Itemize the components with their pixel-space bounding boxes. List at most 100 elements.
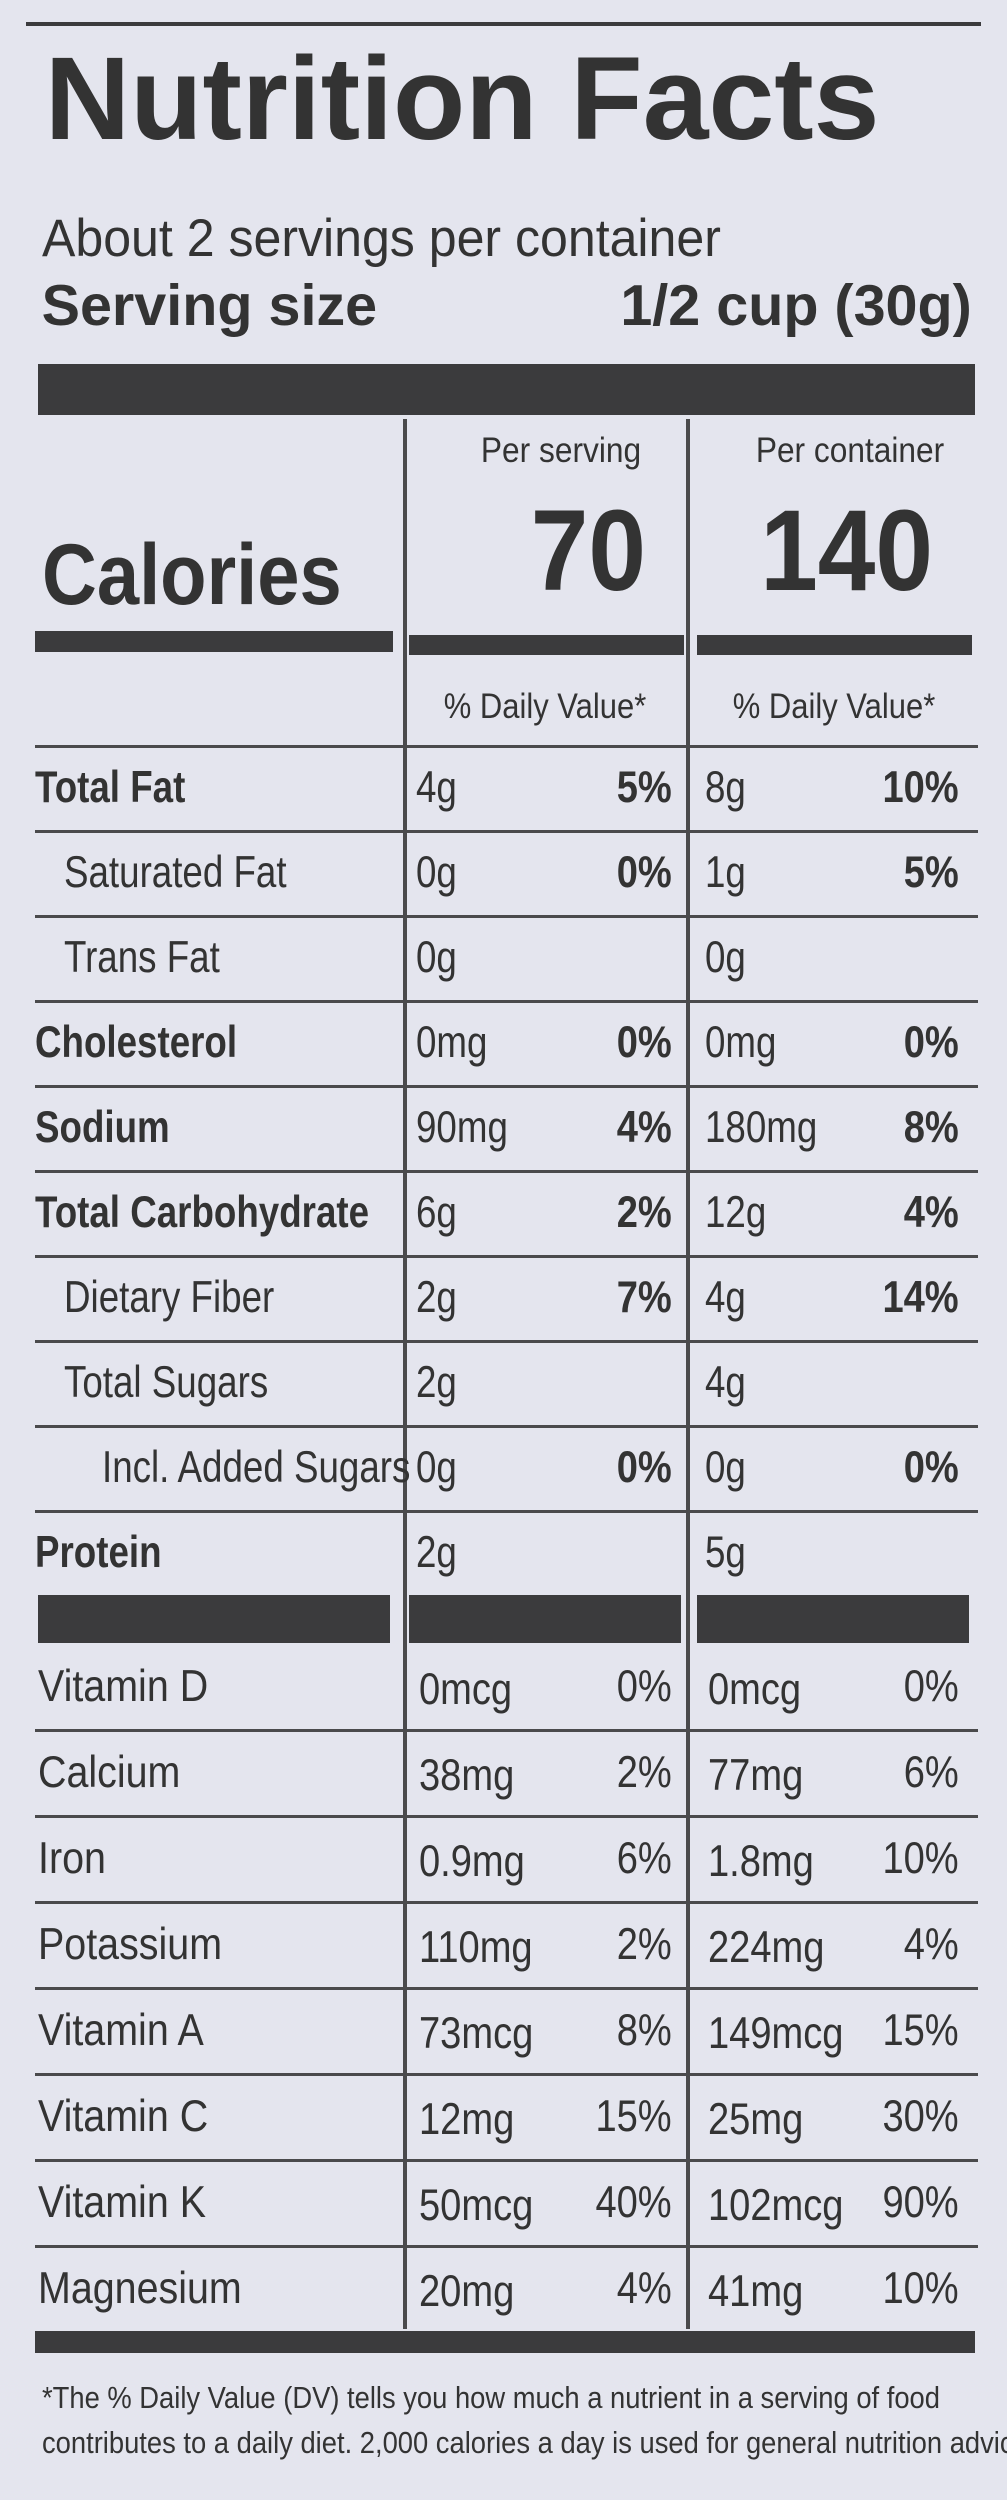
daily-value: 4%	[616, 1102, 672, 1153]
daily-value: 14%	[882, 1272, 959, 1323]
column-heading: Per container	[755, 431, 944, 471]
rule-line	[35, 744, 979, 748]
rule-line	[35, 1085, 979, 1088]
daily-value: 2%	[616, 1746, 672, 1797]
rule-line	[35, 1170, 979, 1173]
nutrient-name-bold: Cholesterol	[35, 1017, 238, 1068]
amount: 0g	[415, 1442, 457, 1493]
amount: 180mg	[704, 1102, 818, 1153]
daily-value: 7%	[616, 1272, 672, 1323]
column-heading: Per serving	[480, 431, 642, 471]
daily-value: 4%	[616, 2262, 672, 2313]
vitamin-name: Iron	[38, 1832, 107, 1883]
daily-value: 2%	[616, 1187, 672, 1238]
amount: 0mg	[415, 1017, 488, 1068]
column-divider	[685, 418, 690, 2329]
daily-value: 5%	[616, 762, 672, 812]
amount: 1.8mg	[708, 1836, 814, 1886]
rule-line	[35, 1425, 979, 1429]
amount: 20mg	[418, 2265, 515, 2316]
daily-value: 0%	[903, 1660, 959, 1711]
vitamin-name: Vitamin A	[38, 2004, 205, 2055]
amount: 6g	[415, 1187, 457, 1238]
rule-line	[35, 1815, 979, 1819]
amount: 8g	[704, 762, 746, 812]
amount: 25mg	[708, 2094, 804, 2144]
daily-value: 6%	[903, 1746, 959, 1797]
daily-value: 8%	[903, 1102, 959, 1153]
amount: 2g	[415, 1357, 457, 1408]
calories-label: Calories	[41, 527, 342, 624]
rule-line	[35, 1510, 979, 1514]
daily-value: 5%	[903, 847, 959, 897]
vitamin-name: Calcium	[38, 1746, 181, 1797]
rule-line	[35, 1000, 979, 1003]
footnote: contributes to a daily diet. 2,000 calor…	[41, 2425, 1007, 2460]
nutrient-name: Total Sugars	[63, 1357, 269, 1408]
daily-value: 2%	[616, 1918, 672, 1969]
nutrient-name-bold: Total Fat	[35, 762, 186, 812]
amount: 149mcg	[708, 2008, 844, 2058]
daily-value: 0%	[616, 847, 672, 897]
amount: 4g	[704, 1357, 746, 1408]
nutrient-name: Saturated Fat	[63, 847, 287, 897]
amount: 0g	[704, 1442, 746, 1493]
amount: 102mcg	[708, 2180, 844, 2230]
amount: 38mg	[418, 1750, 515, 1800]
daily-value: 8%	[616, 2004, 672, 2055]
calories-value: 70	[530, 486, 646, 615]
vitamin-name: Potassium	[38, 1918, 223, 1969]
thick-bar	[38, 364, 976, 416]
daily-value: 15%	[595, 2090, 672, 2141]
vitamin-name: Vitamin K	[38, 2176, 207, 2227]
amount: 5g	[704, 1527, 746, 1578]
amount: 41mg	[708, 2265, 804, 2316]
daily-value: 40%	[595, 2176, 672, 2227]
daily-value: 10%	[882, 2262, 959, 2313]
amount: 4g	[415, 762, 457, 812]
amount: 12g	[704, 1187, 767, 1238]
amount: 50mcg	[418, 2180, 534, 2230]
amount: 224mg	[708, 1922, 825, 1972]
amount: 0mg	[704, 1017, 777, 1068]
amount: 12mg	[418, 2094, 515, 2144]
daily-value: 15%	[882, 2004, 959, 2055]
rule-line	[35, 1901, 979, 1905]
rule-line	[35, 1987, 979, 1991]
footnote: *The % Daily Value (DV) tells you how mu…	[41, 2381, 940, 2416]
servings-per-container: About 2 servings per container	[41, 209, 721, 269]
amount: 110mg	[418, 1922, 533, 1972]
label-border	[25, 22, 982, 26]
rule-line	[35, 2159, 979, 2163]
daily-value: 0%	[616, 1017, 672, 1068]
daily-value-heading: % Daily Value*	[732, 686, 935, 726]
thick-bar	[409, 1595, 681, 1644]
daily-value: 10%	[882, 762, 959, 812]
amount: 0.9mg	[418, 1836, 525, 1886]
column-divider	[402, 418, 407, 2329]
rule-line	[35, 2073, 979, 2077]
nutrient-name: Dietary Fiber	[63, 1272, 275, 1323]
nutrient-name-bold: Total Carbohydrate	[35, 1187, 370, 1238]
amount: 1g	[704, 847, 746, 897]
daily-value: 4%	[903, 1187, 959, 1238]
vitamin-name: Magnesium	[38, 2262, 243, 2313]
nutrient-name-bold: Protein	[35, 1527, 162, 1578]
thick-bar	[409, 634, 685, 656]
vitamin-name: Vitamin D	[38, 1660, 209, 1711]
rule-line	[35, 914, 979, 918]
amount: 0g	[415, 932, 457, 983]
rule-line	[35, 829, 979, 833]
amount: 0mcg	[418, 1664, 512, 1714]
daily-value: 4%	[903, 1918, 959, 1969]
calories-value: 140	[760, 486, 934, 615]
title: Nutrition Facts	[44, 33, 880, 165]
amount: 77mg	[708, 1750, 804, 1800]
nutrient-name: Trans Fat	[63, 932, 220, 983]
thick-bar	[35, 631, 394, 653]
amount: 2g	[415, 1527, 457, 1578]
daily-value: 90%	[882, 2176, 959, 2227]
rule-line	[35, 1255, 979, 1259]
serving-size-label: Serving size	[41, 274, 378, 339]
